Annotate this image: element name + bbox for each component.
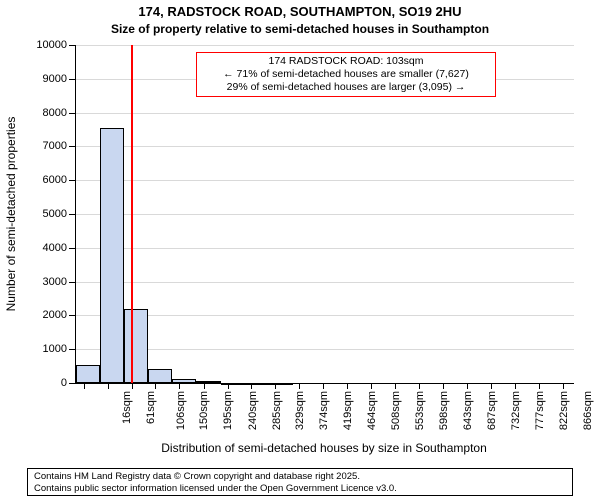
y-tick-label: 9000 bbox=[43, 73, 67, 85]
y-tick-label: 8000 bbox=[43, 107, 67, 119]
x-tick-label: 240sqm bbox=[247, 391, 259, 430]
y-axis-label: Number of semi-detached properties bbox=[4, 117, 18, 312]
x-tick-mark bbox=[371, 383, 372, 389]
x-tick-label: 687sqm bbox=[486, 391, 498, 430]
annotation-line: ← 71% of semi-detached houses are smalle… bbox=[201, 68, 491, 81]
histogram-bar bbox=[172, 379, 196, 383]
y-tick-mark bbox=[69, 315, 75, 316]
histogram-chart: 174, RADSTOCK ROAD, SOUTHAMPTON, SO19 2H… bbox=[0, 0, 600, 500]
y-tick-mark bbox=[69, 45, 75, 46]
plot-area: 174 RADSTOCK ROAD: 103sqm← 71% of semi-d… bbox=[75, 45, 574, 384]
y-tick-mark bbox=[69, 282, 75, 283]
y-tick-label: 1000 bbox=[43, 343, 67, 355]
x-tick-mark bbox=[275, 383, 276, 389]
y-tick-label: 4000 bbox=[43, 242, 67, 254]
x-tick-mark bbox=[563, 383, 564, 389]
x-tick-label: 822sqm bbox=[558, 391, 570, 430]
annotation-line: 174 RADSTOCK ROAD: 103sqm bbox=[201, 55, 491, 68]
y-tick-label: 5000 bbox=[43, 208, 67, 220]
x-tick-label: 553sqm bbox=[414, 391, 426, 430]
x-tick-mark bbox=[515, 383, 516, 389]
x-tick-label: 508sqm bbox=[390, 391, 402, 430]
y-grid-line bbox=[76, 113, 574, 114]
x-tick-label: 598sqm bbox=[438, 391, 450, 430]
x-tick-mark bbox=[323, 383, 324, 389]
x-tick-label: 150sqm bbox=[198, 391, 210, 430]
x-tick-mark bbox=[395, 383, 396, 389]
x-tick-mark bbox=[228, 383, 229, 389]
x-tick-label: 195sqm bbox=[223, 391, 235, 430]
annotation-box: 174 RADSTOCK ROAD: 103sqm← 71% of semi-d… bbox=[196, 52, 496, 97]
y-grid-line bbox=[76, 248, 574, 249]
property-marker-line bbox=[131, 45, 133, 383]
x-tick-label: 106sqm bbox=[175, 391, 187, 430]
x-tick-label: 866sqm bbox=[582, 391, 594, 430]
annotation-line: 29% of semi-detached houses are larger (… bbox=[201, 81, 491, 94]
x-tick-label: 419sqm bbox=[343, 391, 355, 430]
y-tick-mark bbox=[69, 383, 75, 384]
y-tick-mark bbox=[69, 349, 75, 350]
x-tick-label: 643sqm bbox=[462, 391, 474, 430]
y-tick-label: 7000 bbox=[43, 140, 67, 152]
x-tick-mark bbox=[108, 383, 109, 389]
footer-line: Contains HM Land Registry data © Crown c… bbox=[34, 471, 566, 483]
y-tick-label: 3000 bbox=[43, 276, 67, 288]
x-tick-label: 61sqm bbox=[145, 391, 157, 424]
x-tick-mark bbox=[443, 383, 444, 389]
x-tick-mark bbox=[539, 383, 540, 389]
y-grid-line bbox=[76, 180, 574, 181]
y-tick-label: 6000 bbox=[43, 174, 67, 186]
y-tick-label: 2000 bbox=[43, 309, 67, 321]
x-tick-label: 732sqm bbox=[510, 391, 522, 430]
x-tick-label: 777sqm bbox=[534, 391, 546, 430]
histogram-bar bbox=[124, 309, 148, 383]
y-grid-line bbox=[76, 214, 574, 215]
x-tick-mark bbox=[347, 383, 348, 389]
x-tick-label: 285sqm bbox=[271, 391, 283, 430]
x-tick-label: 329sqm bbox=[294, 391, 306, 430]
y-tick-label: 0 bbox=[61, 377, 67, 389]
y-tick-mark bbox=[69, 146, 75, 147]
x-tick-mark bbox=[204, 383, 205, 389]
x-tick-label: 464sqm bbox=[367, 391, 379, 430]
x-axis-label: Distribution of semi-detached houses by … bbox=[75, 441, 573, 455]
x-tick-mark bbox=[251, 383, 252, 389]
y-tick-mark bbox=[69, 113, 75, 114]
y-tick-mark bbox=[69, 180, 75, 181]
histogram-bar bbox=[196, 381, 220, 383]
x-tick-mark bbox=[179, 383, 180, 389]
histogram-bar bbox=[148, 369, 172, 383]
y-tick-mark bbox=[69, 79, 75, 80]
x-tick-mark bbox=[491, 383, 492, 389]
x-tick-mark bbox=[467, 383, 468, 389]
y-grid-line bbox=[76, 146, 574, 147]
chart-subtitle: Size of property relative to semi-detach… bbox=[0, 22, 600, 36]
x-tick-mark bbox=[419, 383, 420, 389]
y-grid-line bbox=[76, 349, 574, 350]
x-tick-mark bbox=[132, 383, 133, 389]
x-tick-mark bbox=[84, 383, 85, 389]
y-tick-mark bbox=[69, 248, 75, 249]
y-grid-line bbox=[76, 315, 574, 316]
y-grid-line bbox=[76, 45, 574, 46]
y-grid-line bbox=[76, 282, 574, 283]
y-tick-mark bbox=[69, 214, 75, 215]
x-tick-label: 374sqm bbox=[318, 391, 330, 430]
attribution-footer: Contains HM Land Registry data © Crown c… bbox=[27, 468, 573, 496]
footer-line: Contains public sector information licen… bbox=[34, 483, 566, 495]
x-tick-mark bbox=[155, 383, 156, 389]
histogram-bar bbox=[76, 365, 100, 383]
chart-title: 174, RADSTOCK ROAD, SOUTHAMPTON, SO19 2H… bbox=[0, 4, 600, 19]
x-tick-label: 16sqm bbox=[121, 391, 133, 424]
y-tick-label: 10000 bbox=[36, 39, 67, 51]
x-tick-mark bbox=[299, 383, 300, 389]
histogram-bar bbox=[100, 128, 124, 383]
